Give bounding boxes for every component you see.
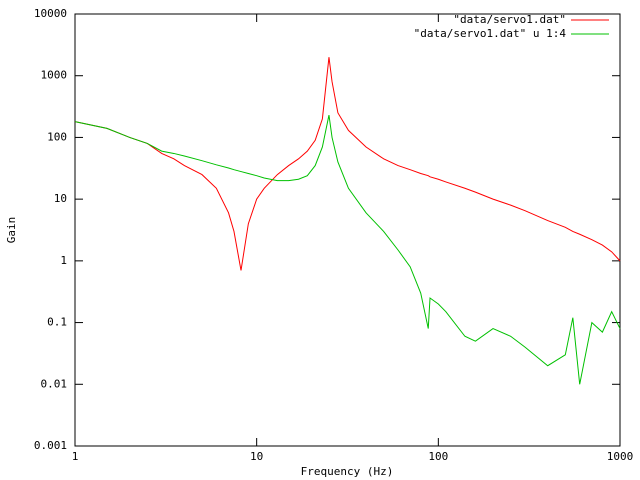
legend-label: "data/servo1.dat" u 1:4 [414, 27, 567, 40]
y-tick-label: 1 [60, 254, 67, 267]
series-line [74, 114, 621, 385]
y-tick-label: 0.001 [34, 439, 67, 452]
y-tick-label: 0.01 [41, 377, 68, 390]
y-tick-label: 0.1 [47, 316, 67, 329]
y-tick-label: 10 [54, 192, 67, 205]
y-tick-label: 100 [47, 130, 67, 143]
plot-frame [74, 13, 621, 447]
x-axis-label: Frequency (Hz) [301, 465, 394, 478]
x-tick-label: 1000 [607, 450, 634, 463]
legend-label: "data/servo1.dat" [453, 13, 566, 26]
x-tick-label: 100 [428, 450, 448, 463]
y-tick-label: 1000 [41, 69, 68, 82]
x-tick-label: 10 [250, 450, 263, 463]
y-tick-label: 10000 [34, 7, 67, 20]
series-line [74, 57, 621, 271]
x-tick-label: 1 [72, 450, 79, 463]
y-axis-label: Gain [5, 217, 18, 244]
